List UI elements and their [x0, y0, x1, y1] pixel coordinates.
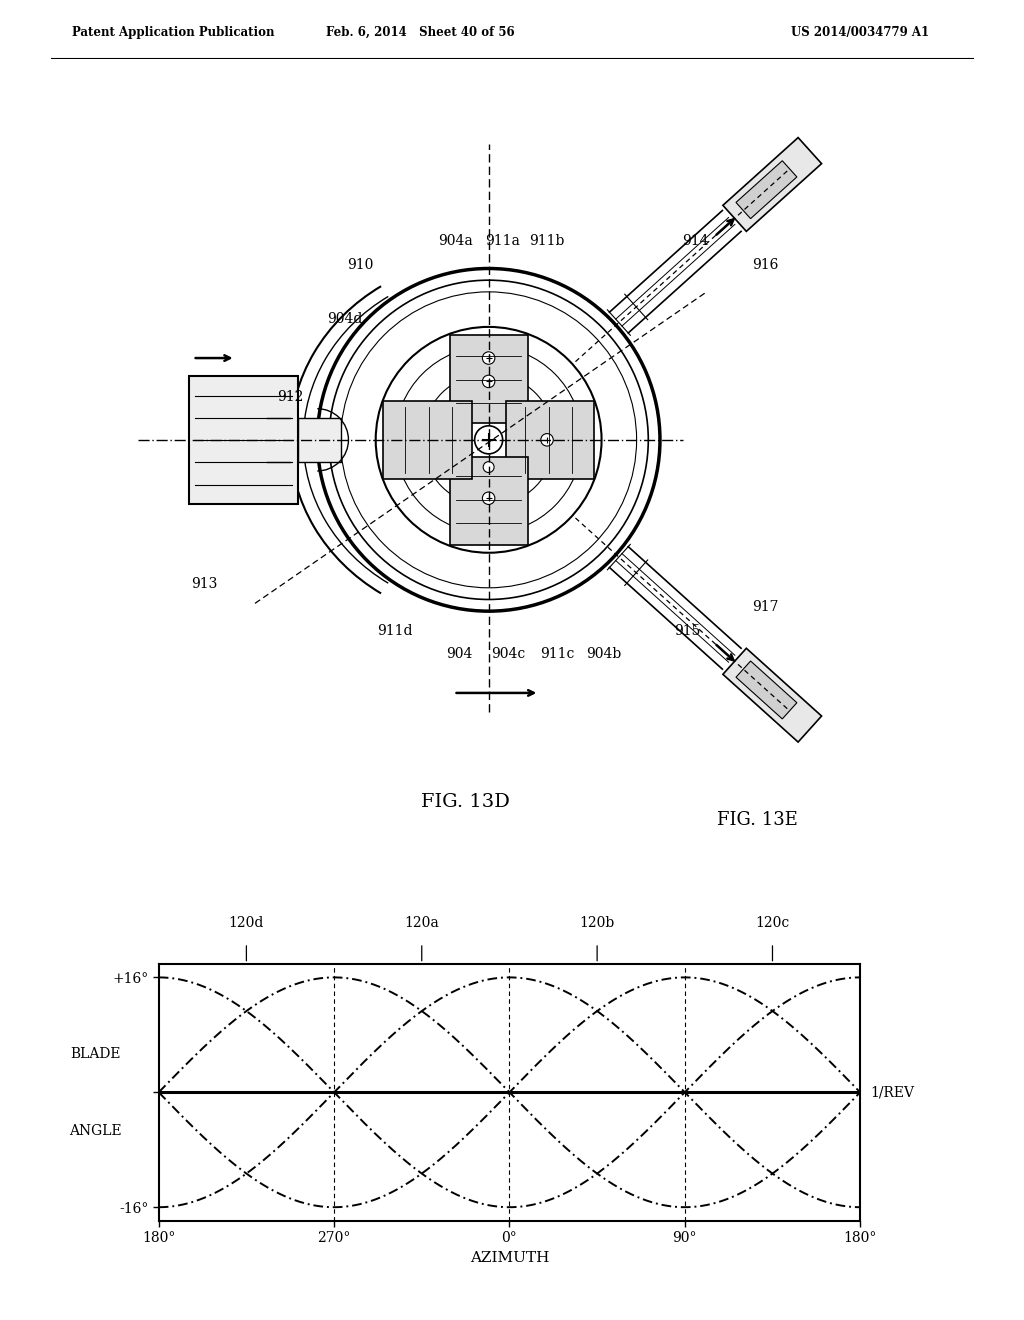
Text: 904: 904: [445, 647, 472, 661]
Text: 120c: 120c: [756, 916, 790, 931]
Circle shape: [483, 462, 495, 473]
Text: 917: 917: [752, 601, 778, 614]
Text: 911a: 911a: [485, 234, 520, 248]
Text: 916: 916: [752, 257, 778, 272]
Text: 915: 915: [674, 623, 700, 638]
Circle shape: [541, 433, 553, 446]
Text: 913: 913: [191, 577, 217, 591]
Text: 910: 910: [347, 257, 374, 272]
Bar: [298, 418, 341, 462]
Circle shape: [482, 375, 495, 388]
Polygon shape: [450, 335, 527, 422]
Text: Feb. 6, 2014   Sheet 40 of 56: Feb. 6, 2014 Sheet 40 of 56: [326, 26, 514, 40]
Text: 914: 914: [682, 234, 709, 248]
Polygon shape: [723, 648, 821, 742]
Text: Patent Application Publication: Patent Application Publication: [72, 26, 274, 40]
Circle shape: [482, 352, 495, 364]
Text: 1/REV: 1/REV: [870, 1085, 914, 1100]
Text: US 2014/0034779 A1: US 2014/0034779 A1: [792, 26, 929, 40]
Circle shape: [482, 492, 495, 504]
X-axis label: AZIMUTH: AZIMUTH: [470, 1251, 549, 1265]
Text: 904c: 904c: [490, 647, 525, 661]
Text: 904d: 904d: [327, 312, 362, 326]
Text: 120d: 120d: [228, 916, 264, 931]
Circle shape: [474, 426, 503, 454]
Text: FIG. 13E: FIG. 13E: [718, 810, 798, 829]
Bar: [188, 376, 298, 504]
Text: 120b: 120b: [580, 916, 614, 931]
Polygon shape: [736, 661, 797, 719]
Text: 911d: 911d: [378, 623, 413, 638]
Text: 120a: 120a: [404, 916, 439, 931]
Text: ANGLE: ANGLE: [70, 1123, 122, 1138]
Text: 904a: 904a: [438, 234, 473, 248]
Polygon shape: [450, 457, 527, 545]
Text: BLADE: BLADE: [71, 1047, 121, 1061]
Text: 912: 912: [276, 389, 303, 404]
Text: 911c: 911c: [540, 647, 574, 661]
Text: 904b: 904b: [587, 647, 622, 661]
Polygon shape: [723, 137, 821, 231]
Polygon shape: [736, 161, 797, 219]
Text: 911b: 911b: [529, 234, 564, 248]
Text: FIG. 13D: FIG. 13D: [421, 793, 510, 810]
Polygon shape: [384, 401, 471, 479]
Polygon shape: [506, 401, 594, 479]
